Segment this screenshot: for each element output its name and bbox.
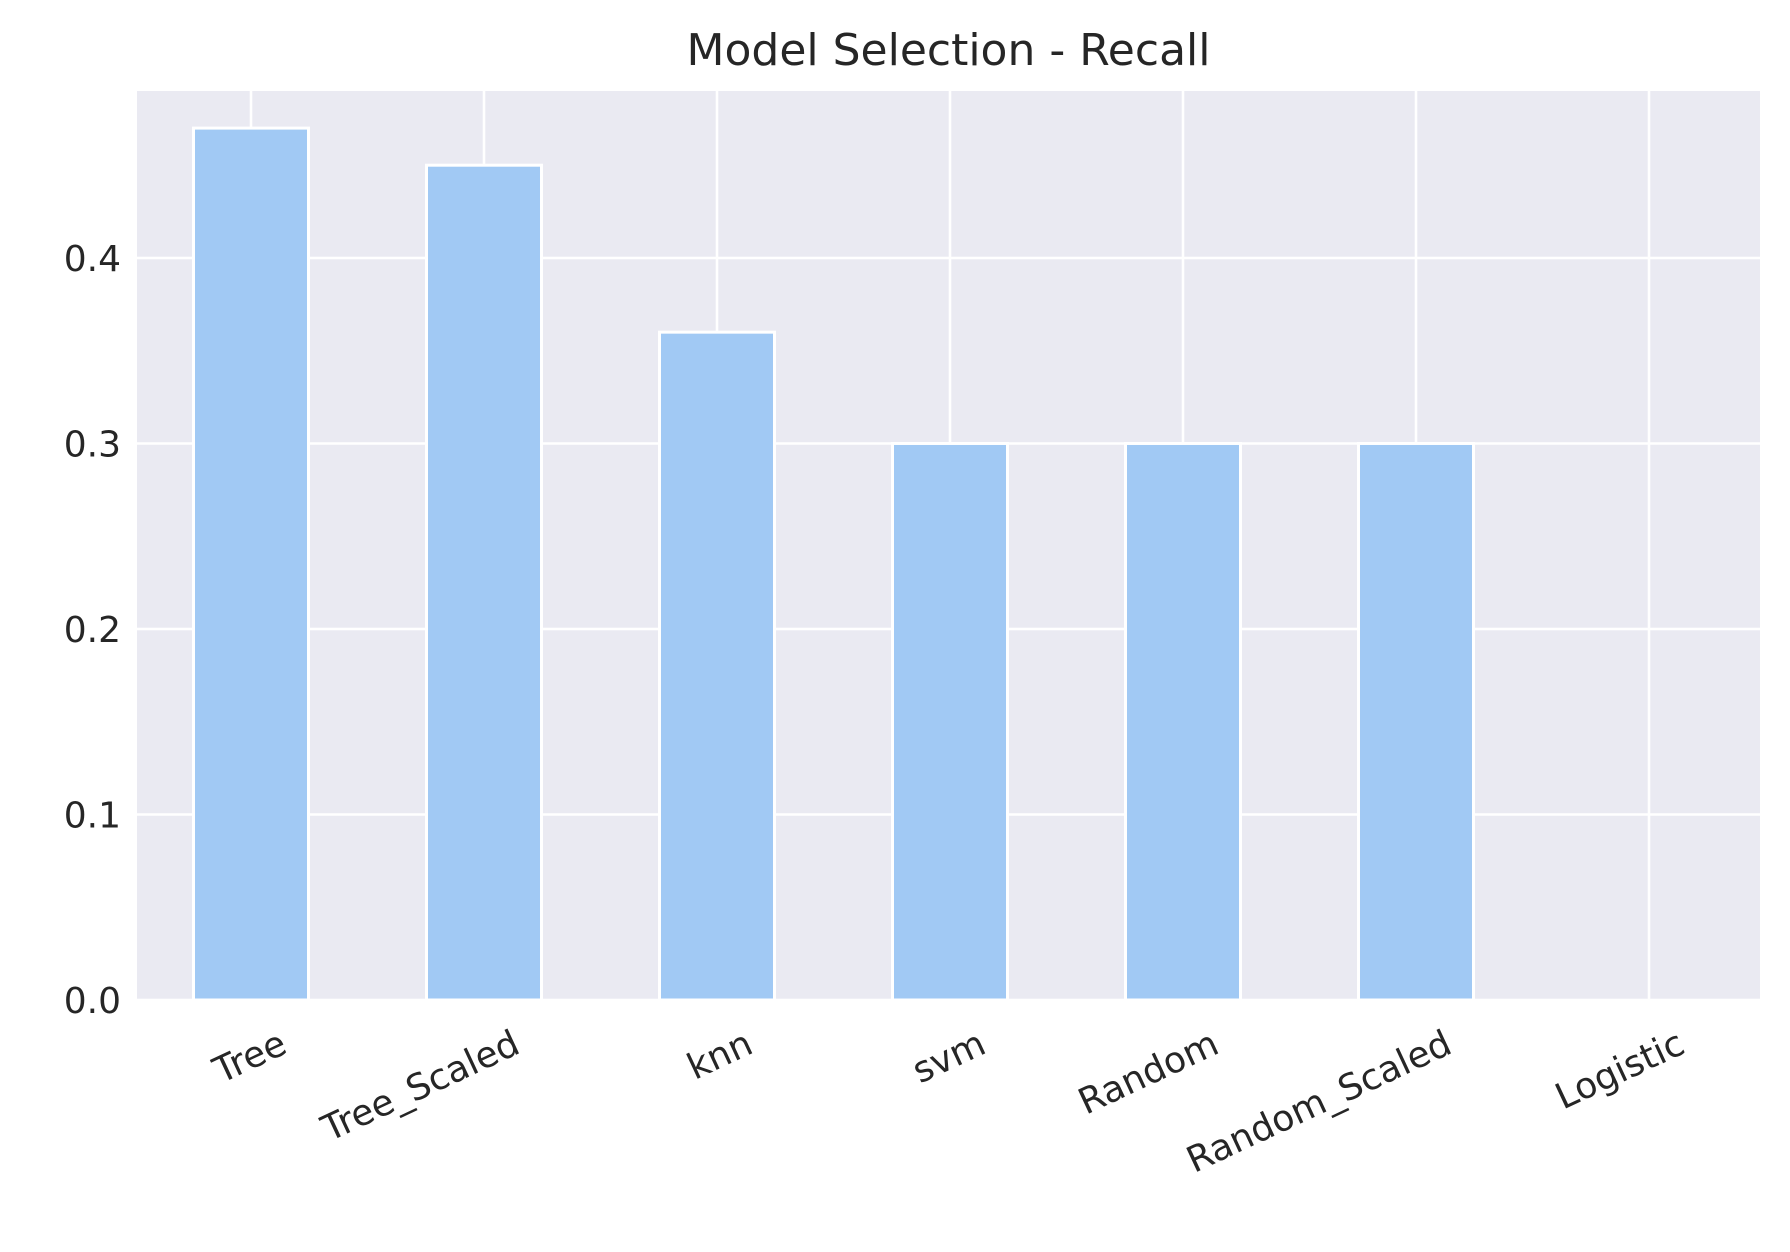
- x-tick-label: Tree_Scaled: [315, 1023, 526, 1150]
- y-tick-label: 0.0: [64, 981, 121, 1022]
- x-tick-label: Logistic: [1549, 1023, 1690, 1118]
- x-tick-label: knn: [681, 1023, 759, 1088]
- y-tick-label: 0.2: [64, 610, 121, 651]
- y-tick-labels: 0.0 0.1 0.2 0.3 0.4: [64, 239, 121, 1022]
- y-tick-label: 0.3: [64, 424, 121, 465]
- chart-title: Model Selection - Recall: [687, 25, 1211, 76]
- bar-tree-scaled: [425, 163, 543, 1002]
- x-tick-label: Tree: [207, 1023, 293, 1092]
- bar-random-scaled: [1357, 441, 1475, 1002]
- y-tick-label: 0.1: [64, 795, 121, 836]
- bar-knn: [658, 330, 776, 1002]
- x-tick-labels: Tree Tree_Scaled knn svm RandomRandom_Scaled…: [207, 1023, 1691, 1181]
- bar-random: [1124, 441, 1242, 1002]
- x-tick-label: svm: [906, 1023, 991, 1092]
- bars: [192, 126, 1475, 1002]
- x-tick-label: Random_Scaled: [1181, 1023, 1458, 1181]
- y-tick-label: 0.4: [64, 239, 121, 280]
- x-tick-label: Random: [1072, 1023, 1224, 1123]
- bar-svm: [891, 441, 1009, 1002]
- bar-tree: [192, 126, 310, 1002]
